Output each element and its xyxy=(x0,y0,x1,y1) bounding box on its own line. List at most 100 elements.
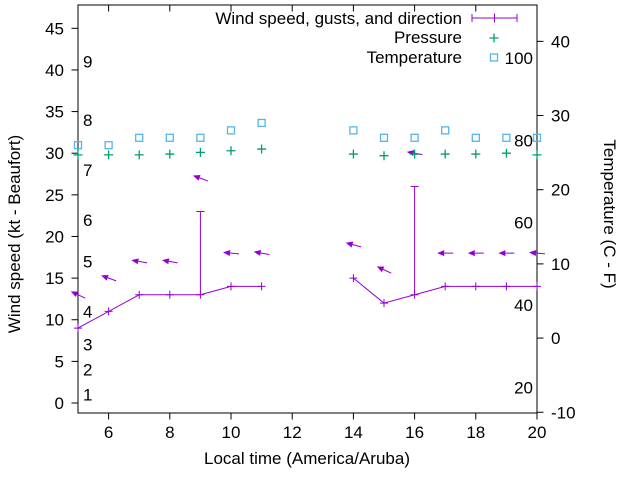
x-tick-label: 6 xyxy=(104,423,113,442)
pressure-point-marker xyxy=(471,149,481,159)
wind-direction-arrow-shaft xyxy=(352,244,362,248)
legend-samples xyxy=(471,13,518,62)
temp-tick-label: 20 xyxy=(551,181,570,200)
wind-tick-label: 10 xyxy=(45,311,64,330)
wind-direction-arrow-shaft xyxy=(107,277,117,282)
fahrenheit-scale-label: 20 xyxy=(514,379,533,398)
temperature-point-marker xyxy=(379,133,389,142)
fahrenheit-scale-label: 100 xyxy=(505,49,533,68)
pressure-point-marker xyxy=(410,149,420,159)
wind-direction-arrow-shaft xyxy=(76,293,86,299)
beaufort-scale-label: 1 xyxy=(83,386,92,405)
wind-point-marker xyxy=(380,299,388,308)
wind-direction-arrow-head xyxy=(467,250,475,257)
pressure-point-marker xyxy=(348,149,358,159)
temperature-point-marker xyxy=(349,126,358,135)
pressure-point-marker xyxy=(195,147,205,157)
temperature-point-marker xyxy=(226,126,236,135)
legend: Wind speed, gusts, and direction Pressur… xyxy=(215,9,518,67)
legend-label-temperature: Temperature xyxy=(367,48,462,67)
wind-point-marker xyxy=(533,282,541,291)
wind-tick-label: 45 xyxy=(45,19,64,38)
wind-point-marker xyxy=(441,282,450,291)
legend-sample-temperature-square xyxy=(489,53,499,62)
fahrenheit-scale-label: 60 xyxy=(514,214,533,233)
temperature-point-marker xyxy=(471,133,480,142)
wind-direction-arrow-head xyxy=(161,258,170,265)
beaufort-scale-label: 5 xyxy=(83,252,92,271)
wind-point-marker xyxy=(471,282,480,291)
temperature-point-marker xyxy=(196,133,205,142)
wind-point-marker xyxy=(349,274,358,283)
temperature-point-marker xyxy=(502,133,511,142)
temp-tick-label: -10 xyxy=(551,403,576,422)
pressure-point-marker xyxy=(257,144,267,154)
wind-tick-label: 5 xyxy=(55,352,64,371)
wind-direction-arrow-head xyxy=(406,150,415,156)
wind-tick-label: 30 xyxy=(45,144,64,163)
wind-direction-arrow-shaft xyxy=(138,260,148,264)
temperature-point-marker xyxy=(441,126,450,135)
x-tick-label: 10 xyxy=(222,423,241,442)
plot-border xyxy=(77,4,538,414)
beaufort-scale-label: 3 xyxy=(83,336,92,355)
wind-point-marker xyxy=(135,290,144,299)
wind-point-marker xyxy=(165,290,174,299)
x-tick-label: 8 xyxy=(165,423,174,442)
beaufort-scale-label: 7 xyxy=(83,161,92,180)
temp-tick-label: 30 xyxy=(551,107,570,126)
temperature-point-marker xyxy=(532,133,542,142)
temp-tick-label: 40 xyxy=(551,32,570,51)
fahrenheit-scale-label: 80 xyxy=(514,131,533,150)
wind-point-marker xyxy=(502,282,511,291)
wind-tick-label: 25 xyxy=(45,186,64,205)
right-axis-label: Temperature (C - F) xyxy=(600,139,619,288)
wind-point-marker xyxy=(74,324,82,333)
pressure-point-marker xyxy=(532,150,542,160)
x-tick-label: 16 xyxy=(405,423,424,442)
x-axis-label: Local time (America/Aruba) xyxy=(204,449,410,468)
wind-direction-arrow-head xyxy=(223,250,231,257)
pressure-point-marker xyxy=(226,146,236,156)
wind-direction-arrow-head xyxy=(376,266,385,273)
legend-sample-wind-errorbar xyxy=(471,13,518,23)
beaufort-scale-label: 6 xyxy=(83,211,92,230)
temperature-point-marker xyxy=(104,141,113,150)
pressure-point-marker xyxy=(379,151,389,161)
pressure-point-marker xyxy=(134,150,144,160)
temperature-point-marker xyxy=(73,141,83,150)
wind-point-marker xyxy=(257,282,266,291)
beaufort-scale-label: 2 xyxy=(83,361,92,380)
wind-tick-label: 0 xyxy=(55,394,64,413)
wind-direction-arrow-head xyxy=(192,175,201,181)
legend-sample-pressure-plus xyxy=(489,33,499,43)
legend-label-pressure: Pressure xyxy=(394,28,462,47)
x-tick-label: 12 xyxy=(283,423,302,442)
wind-direction-arrow-head xyxy=(529,250,537,257)
temp-tick-label: 0 xyxy=(551,329,560,348)
fahrenheit-scale-label: 40 xyxy=(514,296,533,315)
wind-point-marker xyxy=(104,307,113,316)
temperature-point-marker xyxy=(165,133,174,142)
wind-direction-arrow-head xyxy=(131,258,139,265)
wind-direction-arrow-shaft xyxy=(229,252,240,255)
wind-direction-arrow-shaft xyxy=(199,177,209,182)
x-tick-label: 14 xyxy=(344,423,363,442)
wind-tick-label: 15 xyxy=(45,269,64,288)
wind-tick-label: 40 xyxy=(45,61,64,80)
left-axis-label: Wind speed (kt - Beaufort) xyxy=(5,135,24,333)
temperature-point-marker xyxy=(410,133,419,142)
wind-direction-arrow-shaft xyxy=(535,252,546,255)
pressure-point-marker xyxy=(440,149,450,159)
x-tick-label: 20 xyxy=(528,423,547,442)
wind-tick-label: 20 xyxy=(45,227,64,246)
temp-tick-label: 10 xyxy=(551,255,570,274)
x-tick-label: 18 xyxy=(466,423,485,442)
beaufort-scale-label: 8 xyxy=(83,111,92,130)
pressure-point-marker xyxy=(104,150,114,160)
beaufort-scale-label: 9 xyxy=(83,53,92,72)
pressure-point-marker xyxy=(501,148,511,158)
pressure-point-marker xyxy=(73,150,83,160)
